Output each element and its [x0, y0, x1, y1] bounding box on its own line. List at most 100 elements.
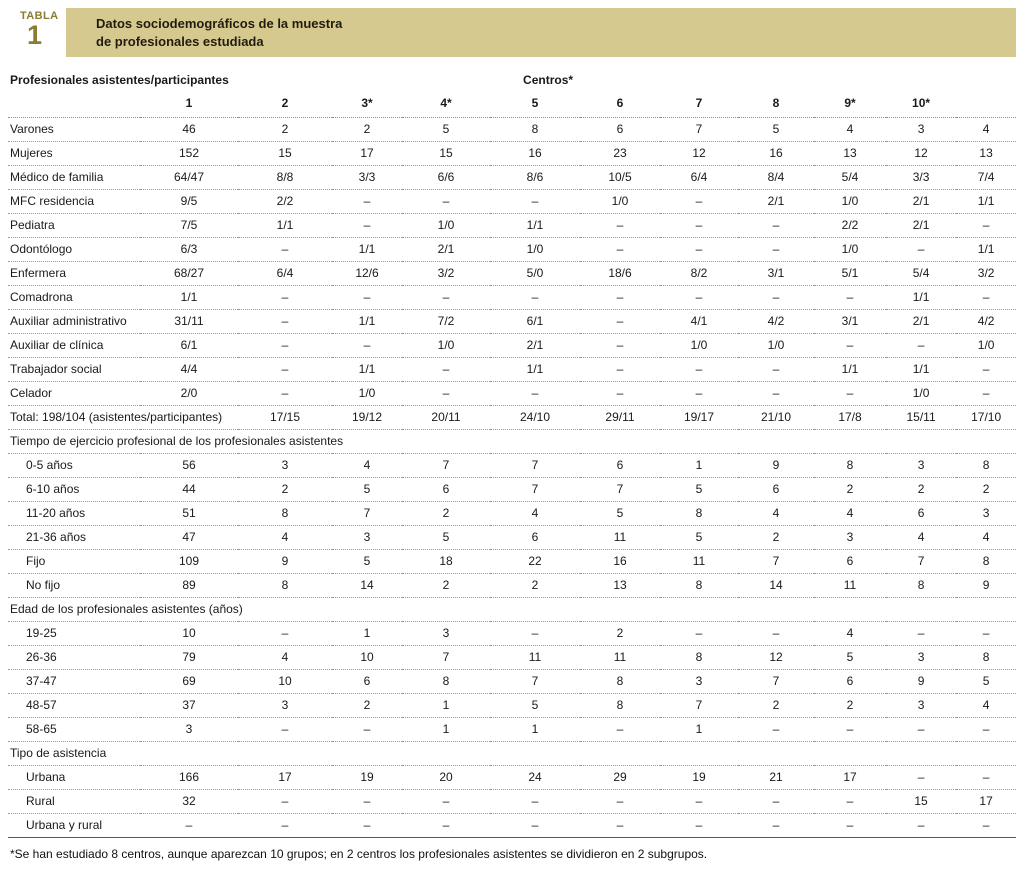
table-cell: –: [814, 285, 886, 311]
table-cell: –: [660, 189, 738, 215]
table-cell: 24: [490, 765, 580, 791]
table-cell: 37: [140, 693, 238, 719]
table-cell: –: [402, 789, 490, 815]
table-cell: 6/1: [490, 309, 580, 335]
table-cell: 1/0: [332, 381, 402, 407]
table-cell: 2/2: [814, 213, 886, 239]
table-cell: 2: [738, 693, 814, 719]
table-row: Enfermera 68/27 6/4 12/6 3/2 5/0 18/6 8/2 3/1 5/1…: [8, 261, 1017, 287]
table-cell: 1/0: [814, 189, 886, 215]
table-cell: 21/10: [738, 405, 814, 431]
table-cell: 20/11: [402, 405, 490, 431]
table-cell: 16: [738, 141, 814, 167]
row-label: 37-47: [8, 669, 140, 695]
table-cell: 11: [490, 645, 580, 671]
section-label: Tiempo de ejercicio profesional de los p…: [8, 429, 1017, 455]
table-cell: 23: [580, 141, 660, 167]
table-cell: 7: [660, 693, 738, 719]
column-header: 8: [738, 92, 814, 119]
table-cell: 8/2: [660, 261, 738, 287]
table-cell: 10: [238, 669, 332, 695]
table-cell: 15: [886, 789, 957, 815]
table-cell: 3/2: [956, 261, 1017, 287]
table-cell: –: [660, 213, 738, 239]
table-cell: –: [814, 381, 886, 407]
table-cell: 89: [140, 573, 238, 599]
table-cell: 12/6: [332, 261, 402, 287]
row-label: 26-36: [8, 645, 140, 671]
table-cell: 1: [490, 717, 580, 743]
table-cell: 3: [886, 693, 957, 719]
table-cell: 4: [332, 453, 402, 479]
table-cell: 10/5: [580, 165, 660, 191]
table-cell: 18: [402, 549, 490, 575]
table-cell: –: [238, 285, 332, 311]
row-label: Urbana y rural: [26, 818, 103, 833]
table-cell: 47: [140, 525, 238, 551]
table-tag-number: 1: [27, 20, 43, 50]
table-row: Auxiliar administrativo 31/11–1/1 7/2 6/1–4…: [8, 309, 1017, 335]
row-label: Enfermera: [8, 261, 140, 287]
table-cell: 32: [140, 789, 238, 815]
table-cell: –: [238, 717, 332, 743]
section-row: Tipo de asistencia: [8, 741, 1017, 767]
table-cell: –: [886, 237, 957, 263]
group-header-row: Profesionales asistentes/participantes C…: [8, 69, 1016, 92]
table-cell: 9: [886, 669, 957, 695]
table-cell: –: [332, 717, 402, 743]
table-cell: 4: [956, 117, 1017, 143]
table-cell: –: [956, 381, 1017, 407]
table-cell: 15/11: [886, 405, 957, 431]
table-cell: 1: [402, 717, 490, 743]
table-cell: 1/0: [956, 333, 1017, 359]
table-cell: –: [332, 333, 402, 359]
table-cell: 3: [332, 525, 402, 551]
table-cell: 166: [140, 765, 238, 791]
table-cell: –: [402, 357, 490, 383]
col-group-professionals: Profesionales asistentes/participantes: [10, 73, 229, 88]
table-cell: 6: [490, 525, 580, 551]
table-cell: 9: [956, 573, 1017, 599]
table-cell: 13: [956, 141, 1017, 167]
table-cell: 8: [238, 573, 332, 599]
table-cell: –: [616, 818, 624, 833]
table-cell: 3: [238, 453, 332, 479]
table-cell: –: [185, 818, 193, 833]
table-cell: 6/1: [140, 333, 238, 359]
table-cell: 1/1: [140, 285, 238, 311]
table-cell: 17/8: [814, 405, 886, 431]
table-cell: 6: [580, 453, 660, 479]
table-cell: –: [738, 237, 814, 263]
table-cell: 5: [814, 645, 886, 671]
table-cell: 1/0: [490, 237, 580, 263]
table-cell: 2/2: [238, 189, 332, 215]
table-cell: –: [814, 789, 886, 815]
table-cell: –: [886, 621, 957, 647]
table-cell: –: [402, 189, 490, 215]
table-cell: 8: [814, 453, 886, 479]
table-cell: 6: [814, 549, 886, 575]
table-cell: 2/1: [738, 189, 814, 215]
column-header: 2: [238, 92, 332, 119]
table-cell: 19: [660, 765, 738, 791]
table-row: Comadrona 1/1– – – – – – – –1/1–: [8, 285, 1017, 311]
table-cell: 4: [738, 501, 814, 527]
table-caption: TABLA 1 Datos sociodemográficos de la mu…: [8, 8, 1016, 58]
table-cell: –: [490, 621, 580, 647]
table-cell: 2/1: [402, 237, 490, 263]
table-row: 48-57 37 3 2 1 5 8 7 2 2 3 4: [8, 693, 1017, 719]
section-label: Edad de los profesionales asistentes (añ…: [8, 597, 1017, 623]
row-label: 6-10 años: [8, 477, 140, 503]
table-cell: 7: [332, 501, 402, 527]
table-cell: 3: [886, 645, 957, 671]
column-header: 9*: [814, 92, 886, 119]
table-cell: –: [956, 357, 1017, 383]
table-title-line2: de profesionales estudiada: [96, 33, 264, 49]
table-cell: 12: [660, 141, 738, 167]
table-cell: 6: [886, 501, 957, 527]
table-cell: 1/1: [332, 357, 402, 383]
table-cell: –: [580, 285, 660, 311]
table-cell: 8/4: [738, 165, 814, 191]
row-label: Auxiliar administrativo: [8, 309, 140, 335]
table-cell: 8: [580, 693, 660, 719]
